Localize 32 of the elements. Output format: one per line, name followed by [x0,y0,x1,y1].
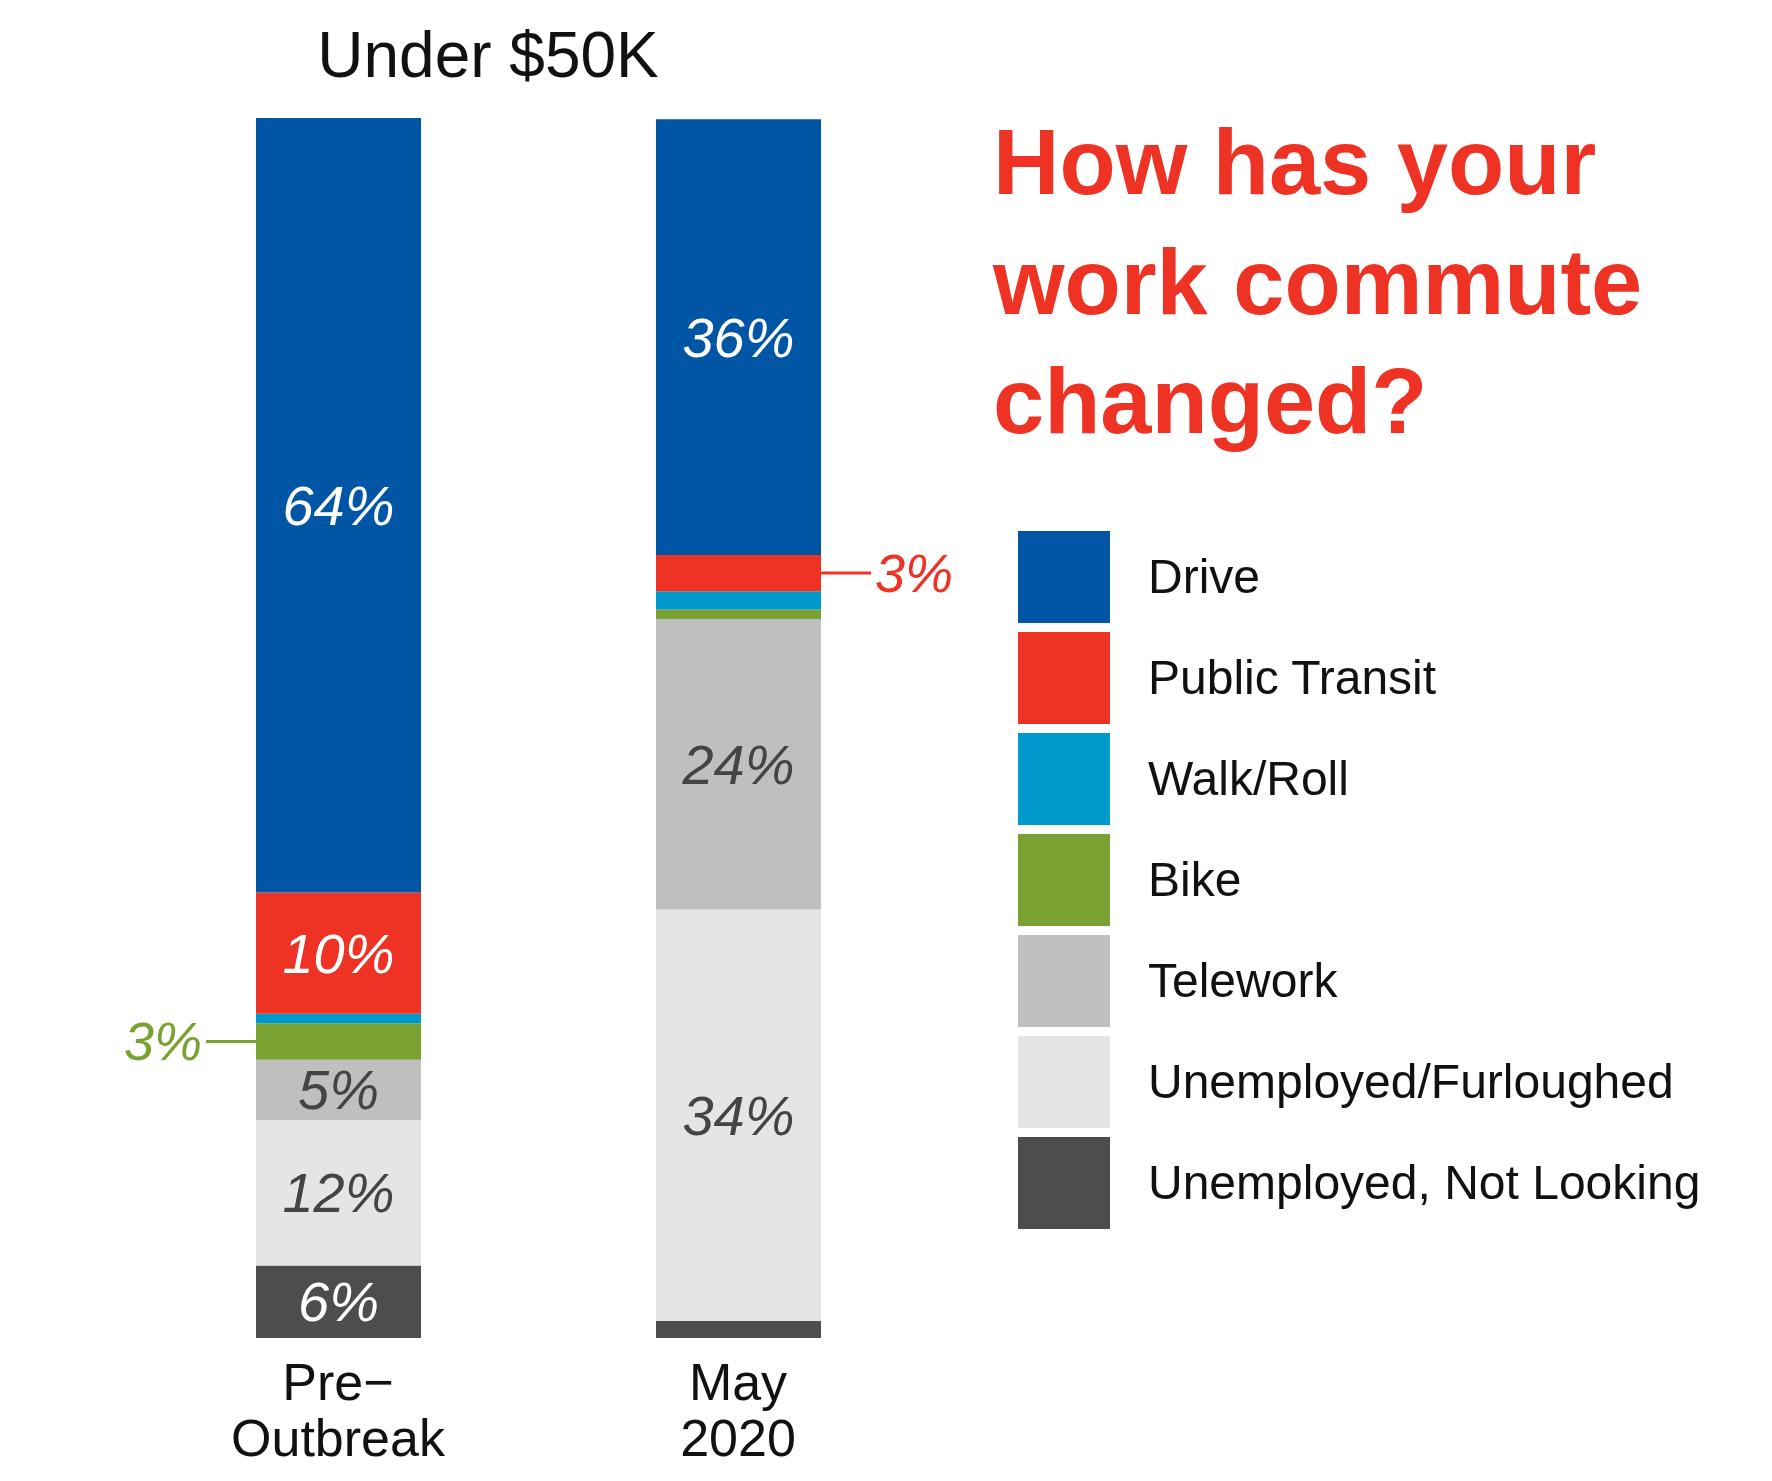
data-label: 3% [875,543,954,604]
bar [256,1013,421,1024]
data-label: 12% [282,1161,395,1225]
bar [656,619,821,910]
x-tick-label: Pre−Outbreak [231,1353,446,1467]
bar [656,591,821,610]
data-label: 6% [298,1270,379,1334]
bar [256,1120,421,1266]
data-label: 3% [123,1011,202,1072]
bar [256,892,421,1014]
bar [656,119,821,555]
legend-label: Bike [1148,852,1242,907]
data-label: 36% [682,305,795,369]
x-tick-label: May 2020 [680,1353,796,1467]
data-label: 64% [282,473,395,537]
legend-label: Unemployed, Not Looking [1148,1155,1701,1210]
chart-subtitle: Under $50K [316,18,660,92]
data-label: 10% [282,921,395,985]
bar [656,609,821,620]
legend-label: Telework [1148,953,1338,1008]
bar [256,1265,421,1338]
data-label: 34% [682,1083,795,1147]
legend-label: Public Transit [1148,650,1437,705]
bar [656,909,821,1322]
legend-label: Unemployed/Furloughed [1148,1054,1674,1109]
bar [656,1321,821,1338]
legend-label: Walk/Roll [1148,751,1349,806]
text: How has your work commute changed? [993,110,1644,455]
data-label: 5% [298,1058,379,1122]
bar [256,118,421,893]
legend-label: Drive [1148,549,1261,604]
data-label: 24% [681,732,795,796]
